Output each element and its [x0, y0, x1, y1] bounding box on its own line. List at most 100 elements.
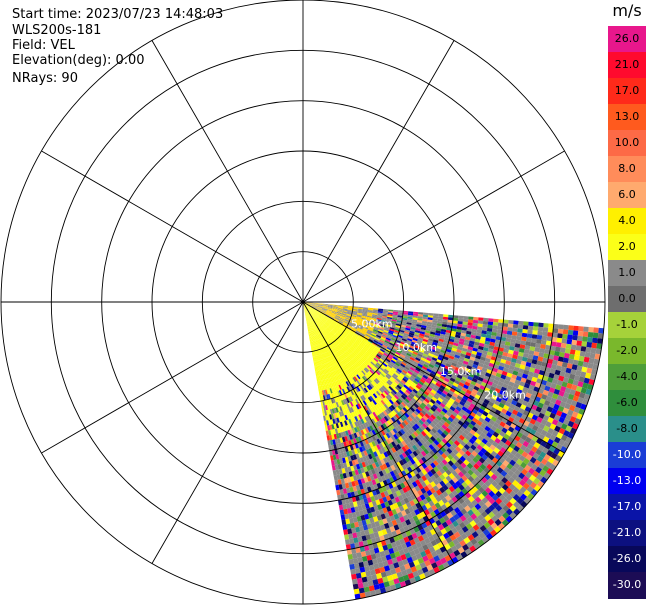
- velocity-cell: [352, 475, 358, 481]
- velocity-cell: [360, 350, 365, 355]
- velocity-cell: [491, 515, 499, 523]
- velocity-cell: [505, 456, 512, 464]
- velocity-cell: [388, 399, 394, 405]
- velocity-cell: [306, 311, 310, 316]
- velocity-cell: [305, 311, 308, 317]
- velocity-cell: [585, 346, 592, 353]
- velocity-cell: [350, 543, 356, 549]
- velocity-cell: [464, 505, 471, 513]
- velocity-cell: [327, 318, 333, 323]
- velocity-cell: [317, 322, 321, 327]
- velocity-cell: [482, 320, 489, 325]
- velocity-cell: [357, 403, 362, 409]
- velocity-cell: [409, 539, 416, 546]
- velocity-cell: [308, 326, 311, 332]
- velocity-cell: [381, 485, 387, 492]
- colorbar-swatch: [608, 130, 646, 157]
- velocity-cell: [470, 353, 477, 358]
- velocity-cell: [456, 511, 464, 518]
- velocity-cell: [351, 406, 356, 412]
- velocity-cell: [457, 411, 464, 418]
- velocity-cell: [447, 530, 454, 537]
- velocity-cell: [499, 340, 506, 345]
- velocity-cell: [407, 466, 413, 473]
- velocity-cell: [392, 314, 398, 317]
- velocity-cell: [326, 328, 330, 333]
- velocity-cell: [348, 305, 354, 308]
- velocity-cell: [411, 412, 417, 418]
- velocity-cell: [304, 306, 307, 312]
- velocity-cell: [328, 332, 333, 337]
- velocity-cell: [398, 410, 404, 416]
- velocity-cell: [406, 352, 412, 357]
- velocity-cell: [498, 501, 506, 509]
- velocity-cell: [341, 311, 347, 314]
- velocity-cell: [482, 324, 488, 328]
- velocity-cell: [496, 384, 503, 390]
- velocity-cell: [353, 370, 358, 376]
- velocity-cell: [517, 351, 524, 357]
- velocity-cell: [429, 391, 435, 397]
- velocity-cell: [330, 314, 335, 318]
- velocity-cell: [371, 360, 377, 365]
- velocity-cell: [306, 305, 310, 310]
- velocity-cell: [345, 317, 351, 320]
- velocity-cell: [492, 412, 500, 419]
- velocity-cell: [361, 535, 367, 542]
- velocity-cell: [382, 332, 388, 336]
- velocity-cell: [384, 325, 391, 329]
- velocity-cell: [402, 574, 410, 582]
- velocity-cell: [384, 586, 392, 593]
- velocity-cell: [465, 456, 473, 463]
- velocity-cell: [433, 366, 439, 371]
- velocity-cell: [332, 320, 338, 324]
- velocity-cell: [404, 563, 411, 570]
- velocity-cell: [360, 364, 365, 370]
- velocity-cell: [408, 561, 416, 568]
- velocity-cell: [348, 348, 353, 353]
- velocity-cell: [374, 568, 381, 575]
- velocity-cell: [316, 308, 322, 312]
- velocity-cell: [319, 320, 324, 325]
- velocity-cell: [370, 381, 376, 387]
- velocity-cell: [424, 537, 431, 545]
- velocity-cell: [439, 402, 446, 408]
- velocity-cell: [331, 349, 335, 354]
- velocity-cell: [332, 320, 338, 324]
- velocity-cell: [339, 400, 343, 407]
- velocity-cell: [535, 406, 543, 413]
- velocity-cell: [369, 336, 375, 340]
- velocity-cell: [342, 311, 348, 313]
- velocity-cell: [387, 499, 394, 506]
- velocity-cell: [358, 366, 363, 372]
- velocity-cell: [577, 330, 584, 337]
- velocity-cell: [373, 451, 378, 458]
- velocity-cell: [441, 408, 448, 414]
- velocity-cell: [388, 331, 394, 335]
- velocity-cell: [471, 435, 478, 442]
- velocity-cell: [575, 370, 582, 377]
- velocity-cell: [336, 323, 342, 327]
- velocity-cell: [366, 316, 372, 319]
- velocity-cell: [460, 532, 468, 540]
- velocity-cell: [310, 308, 315, 313]
- velocity-cell: [506, 385, 513, 391]
- velocity-cell: [390, 487, 396, 494]
- velocity-cell: [397, 533, 404, 540]
- velocity-cell: [310, 320, 314, 326]
- velocity-cell: [360, 401, 366, 407]
- velocity-cell: [456, 374, 463, 380]
- velocity-cell: [387, 413, 393, 419]
- velocity-cell: [365, 318, 372, 322]
- velocity-cell: [356, 328, 362, 332]
- velocity-cell: [543, 371, 550, 378]
- velocity-cell: [445, 462, 452, 470]
- velocity-cell: [431, 327, 437, 331]
- velocity-cell: [358, 430, 363, 437]
- velocity-cell: [371, 343, 377, 348]
- velocity-cell: [409, 406, 416, 413]
- velocity-cell: [475, 335, 481, 340]
- velocity-cell: [548, 354, 555, 360]
- velocity-cell: [320, 354, 323, 360]
- velocity-cell: [536, 473, 544, 481]
